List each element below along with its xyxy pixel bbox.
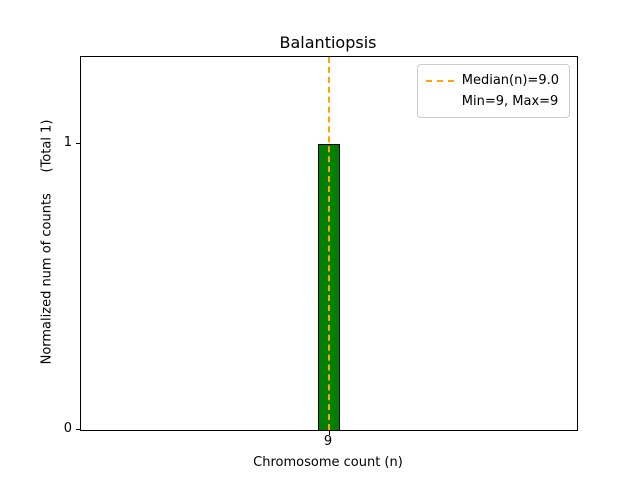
legend-entry-minmax: Min=9, Max=9 [426, 93, 559, 110]
y-axis-label: Normalized num of counts (Total 1) [39, 119, 55, 365]
legend-entry-median: Median(n)=9.0 [425, 72, 559, 89]
chart-title: Balantiopsis [279, 33, 377, 52]
x-tick-label-9: 9 [323, 434, 333, 449]
legend: Median(n)=9.0 Min=9, Max=9 [416, 64, 570, 118]
legend-label-median: Median(n)=9.0 [461, 73, 559, 88]
x-axis-label: Chromosome count (n) [253, 455, 403, 470]
legend-label-minmax: Min=9, Max=9 [461, 94, 559, 109]
plot-area: Median(n)=9.0 Min=9, Max=9 [76, 56, 578, 435]
y-tick-label-1: 1 [63, 135, 72, 150]
median-line [328, 57, 330, 430]
y-tick-mark-1 [76, 143, 80, 144]
median-dashed-line-sample [425, 79, 454, 82]
y-tick-mark-0 [76, 429, 80, 430]
legend-empty-sample [426, 101, 454, 103]
y-tick-label-0: 0 [63, 421, 72, 436]
x-tick-mark-9 [329, 431, 330, 435]
